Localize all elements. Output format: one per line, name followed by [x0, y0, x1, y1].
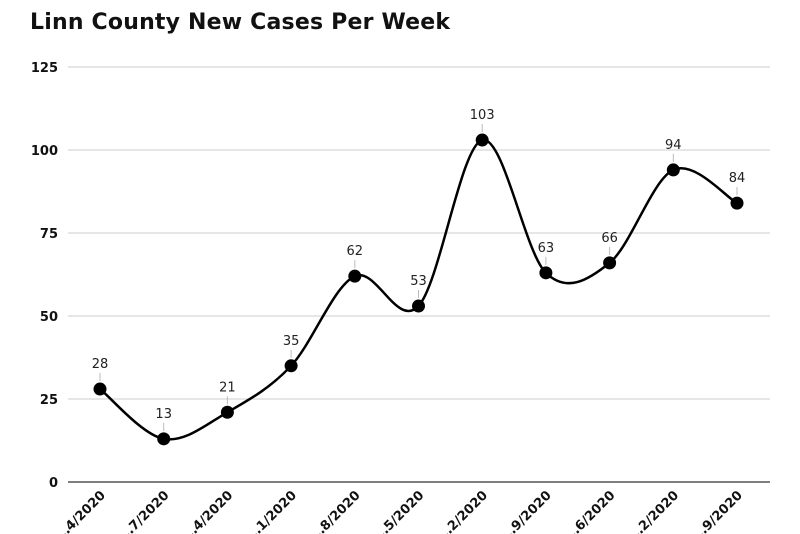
x-tick-label: …1/2020	[245, 488, 300, 534]
data-label: 63	[538, 241, 555, 256]
gridlines	[68, 66, 770, 483]
series-path	[99, 138, 738, 441]
data-label: 62	[347, 244, 364, 259]
series-line	[99, 138, 738, 441]
y-tick-label: 50	[40, 310, 58, 325]
x-tick-label: …6/2020	[563, 488, 618, 534]
data-point	[539, 266, 553, 280]
data-label: 35	[283, 334, 300, 349]
chart-title: Linn County New Cases Per Week	[30, 10, 451, 35]
data-point	[157, 432, 171, 446]
data-label: 103	[470, 108, 495, 123]
data-label: 53	[410, 274, 427, 289]
y-tick-label: 0	[49, 476, 58, 491]
y-tick-label: 125	[31, 61, 58, 76]
x-tick-label: …9/2020	[691, 488, 746, 534]
data-point	[603, 256, 617, 270]
data-point	[475, 133, 489, 147]
data-point	[220, 405, 234, 419]
data-point	[348, 269, 362, 283]
x-tick-label: …8/2020	[308, 488, 363, 534]
data-label: 84	[729, 171, 746, 186]
x-tick-label: …7/2020	[117, 488, 172, 534]
y-tick-label: 100	[31, 144, 58, 159]
y-axis: 0 25 50 75 100 125	[31, 61, 58, 491]
x-tick-label: …2/2020	[627, 488, 682, 534]
x-tick-label: …5/2020	[372, 488, 427, 534]
x-tick-label: …4/2020	[54, 488, 109, 534]
x-tick-label: …2/2020	[436, 488, 491, 534]
data-points	[93, 133, 744, 446]
data-point	[730, 196, 744, 210]
x-tick-label: …9/2020	[500, 488, 555, 534]
y-tick-label: 25	[40, 393, 58, 408]
data-label: 28	[92, 357, 109, 372]
data-label: 21	[219, 380, 236, 395]
data-labels: 28 13 21 35 62 53 103 63 66 94 84	[92, 108, 746, 431]
data-point	[412, 299, 425, 313]
x-axis: …4/2020 …7/2020 …4/2020 …1/2020 …8/2020 …5/20…	[54, 488, 746, 534]
data-point	[284, 359, 298, 373]
data-label: 66	[601, 231, 618, 246]
data-point	[93, 382, 107, 396]
data-label: 13	[155, 407, 172, 422]
x-tick-label: …4/2020	[181, 488, 236, 534]
data-label: 94	[665, 138, 682, 153]
y-tick-label: 75	[40, 227, 58, 242]
data-point	[666, 163, 680, 177]
